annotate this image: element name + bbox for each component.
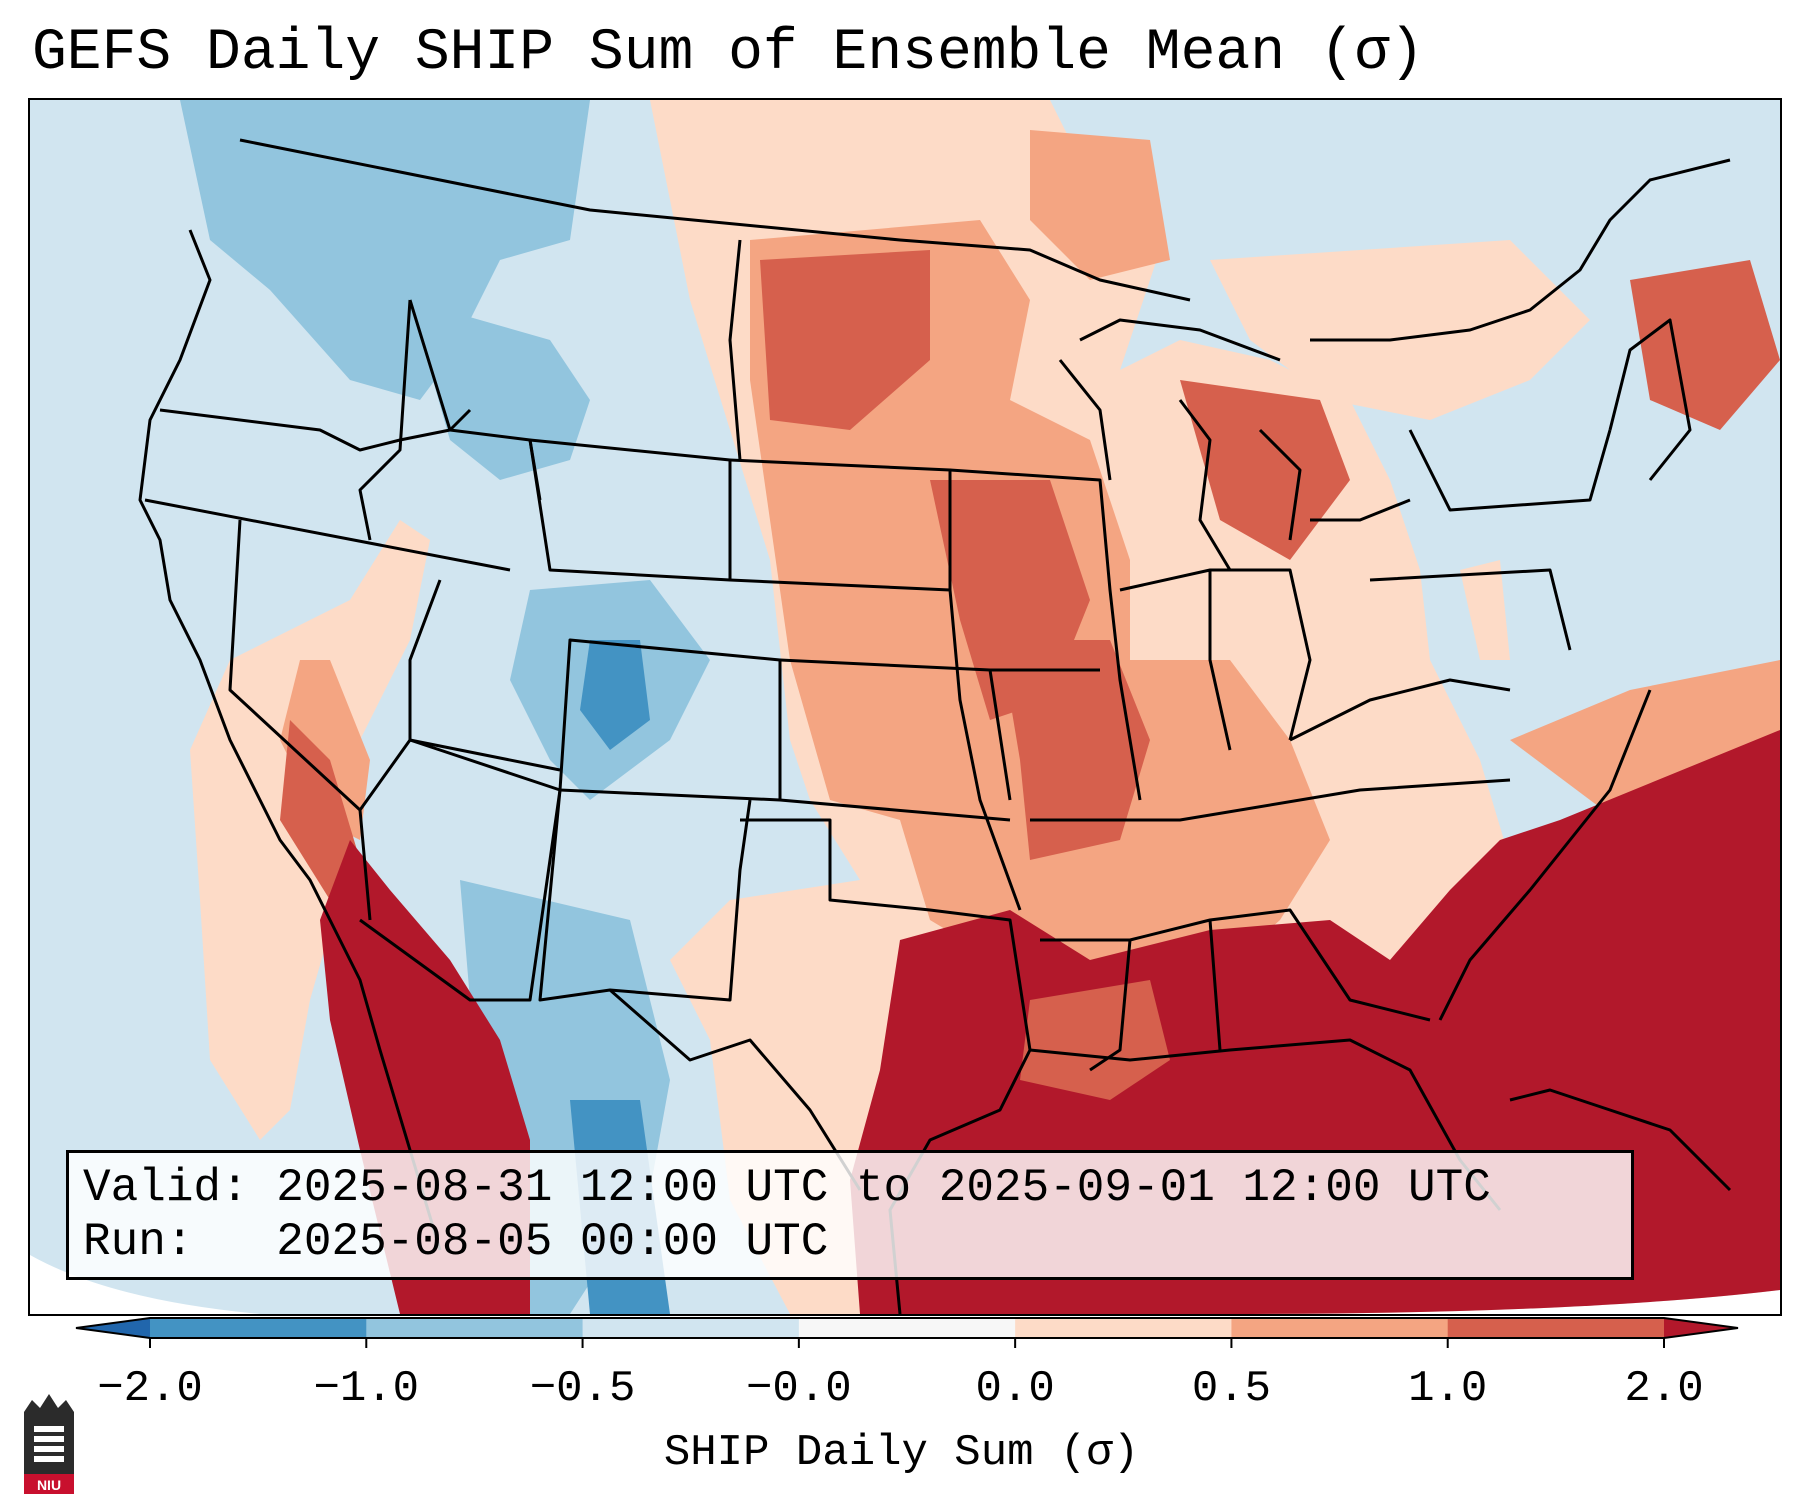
cuba xyxy=(1509,1088,1732,1192)
colorbar-bin xyxy=(366,1318,584,1338)
iowa-illinois xyxy=(949,468,1142,801)
utah xyxy=(408,579,561,772)
canada-us-border xyxy=(239,138,1191,302)
field-ontario-mid xyxy=(1030,130,1170,280)
ohio xyxy=(1210,568,1312,741)
mississippi xyxy=(1040,938,1132,1072)
plains-east xyxy=(729,578,1022,911)
new-york xyxy=(1408,429,1612,512)
field-gulf-pocket xyxy=(1020,980,1170,1100)
colorbar-under-arrow xyxy=(76,1318,150,1338)
kentucky-virginia xyxy=(1289,678,1511,742)
field-canada-east xyxy=(1210,240,1590,420)
colorbar-tick-label: 0.0 xyxy=(975,1364,1055,1414)
new-england xyxy=(1608,318,1692,481)
california-east xyxy=(228,519,372,921)
field-dakota-red xyxy=(760,250,930,430)
colorbar-tick-label: −2.0 xyxy=(97,1364,203,1414)
valid-value: 2025-08-31 12:00 UTC to 2025-09-01 12:00… xyxy=(276,1162,1491,1214)
st-lawrence-border xyxy=(1310,158,1731,342)
field-colorado-core xyxy=(580,640,650,750)
field-nw-blue xyxy=(180,100,590,400)
map-canvas xyxy=(30,100,1780,1314)
validity-info-box: Valid: 2025-08-31 12:00 UTC to 2025-09-0… xyxy=(66,1150,1634,1280)
colorbar-tick-label: 0.5 xyxy=(1191,1364,1272,1414)
valid-line: Valid: 2025-08-31 12:00 UTC to 2025-09-0… xyxy=(83,1161,1631,1215)
colorbar-bin xyxy=(1231,1318,1449,1338)
colorbar-tick-label: −0.5 xyxy=(529,1364,636,1414)
montana-east xyxy=(728,239,742,461)
tennessee-north xyxy=(1030,778,1511,822)
field-missouri-red xyxy=(1000,640,1150,860)
lake-superior xyxy=(1079,318,1281,362)
colorbar-tick-label: −0.0 xyxy=(746,1364,852,1414)
run-line: Run: 2025-08-05 00:00 UTC xyxy=(83,1215,1631,1269)
indiana xyxy=(1119,568,1232,751)
colorbar xyxy=(75,1317,1739,1348)
logo-band xyxy=(24,1474,74,1494)
colorbar-bin xyxy=(1015,1318,1232,1338)
anomaly-field xyxy=(30,100,1780,1314)
field-socal-red xyxy=(280,720,360,900)
colorbar-bin xyxy=(1447,1318,1665,1338)
logo-windows xyxy=(34,1426,64,1462)
logo-tower xyxy=(24,1394,74,1474)
map-title: GEFS Daily SHIP Sum of Ensemble Mean (σ) xyxy=(32,21,1425,86)
lower-michigan xyxy=(1258,428,1302,541)
run-label: Run: xyxy=(83,1216,194,1268)
arizona xyxy=(358,738,562,1002)
colorbar-bin xyxy=(798,1318,1016,1338)
colorbar-tick-label: −1.0 xyxy=(313,1364,420,1414)
run-value: 2025-08-05 00:00 UTC xyxy=(276,1216,829,1268)
wisconsin-west xyxy=(1058,359,1112,481)
field-michigan-red xyxy=(1180,380,1350,560)
new-mexico xyxy=(538,789,752,1002)
field-newengland-red xyxy=(1630,260,1780,430)
pacific-coastline xyxy=(138,229,442,1251)
colorbar-tick-label: 1.0 xyxy=(1408,1364,1488,1414)
logo-text: NIU xyxy=(37,1477,61,1493)
lake-erie xyxy=(1310,498,1411,522)
colorbar-label: SHIP Daily Sum (σ) xyxy=(663,1428,1140,1478)
colorbar-bins xyxy=(150,1318,1665,1338)
oregon-north xyxy=(159,408,472,452)
niu-logo: NIU xyxy=(24,1394,74,1494)
georgia xyxy=(1209,908,1431,1022)
valid-label: Valid: xyxy=(83,1162,249,1214)
oklahoma-north xyxy=(779,798,1011,822)
field-wyoming-blue xyxy=(410,300,590,480)
idaho-west xyxy=(358,299,412,541)
colorbar-bin xyxy=(582,1318,800,1338)
rio-grande xyxy=(609,988,862,1191)
political-boundaries xyxy=(138,138,1732,1314)
field-socal-mid xyxy=(280,660,370,840)
colorbar-over-arrow xyxy=(1664,1318,1738,1338)
lake-michigan xyxy=(1178,399,1232,571)
colorbar-bin xyxy=(150,1318,367,1338)
colorbar-tick-marks xyxy=(149,1338,1665,1348)
map-panel xyxy=(28,98,1782,1316)
atlantic-coast xyxy=(1438,689,1652,1021)
field-virginia-light xyxy=(1460,560,1510,660)
nevada-north xyxy=(144,498,511,572)
pennsylvania xyxy=(1369,568,1572,651)
colorbar-tick-label: 2.0 xyxy=(1624,1364,1704,1414)
